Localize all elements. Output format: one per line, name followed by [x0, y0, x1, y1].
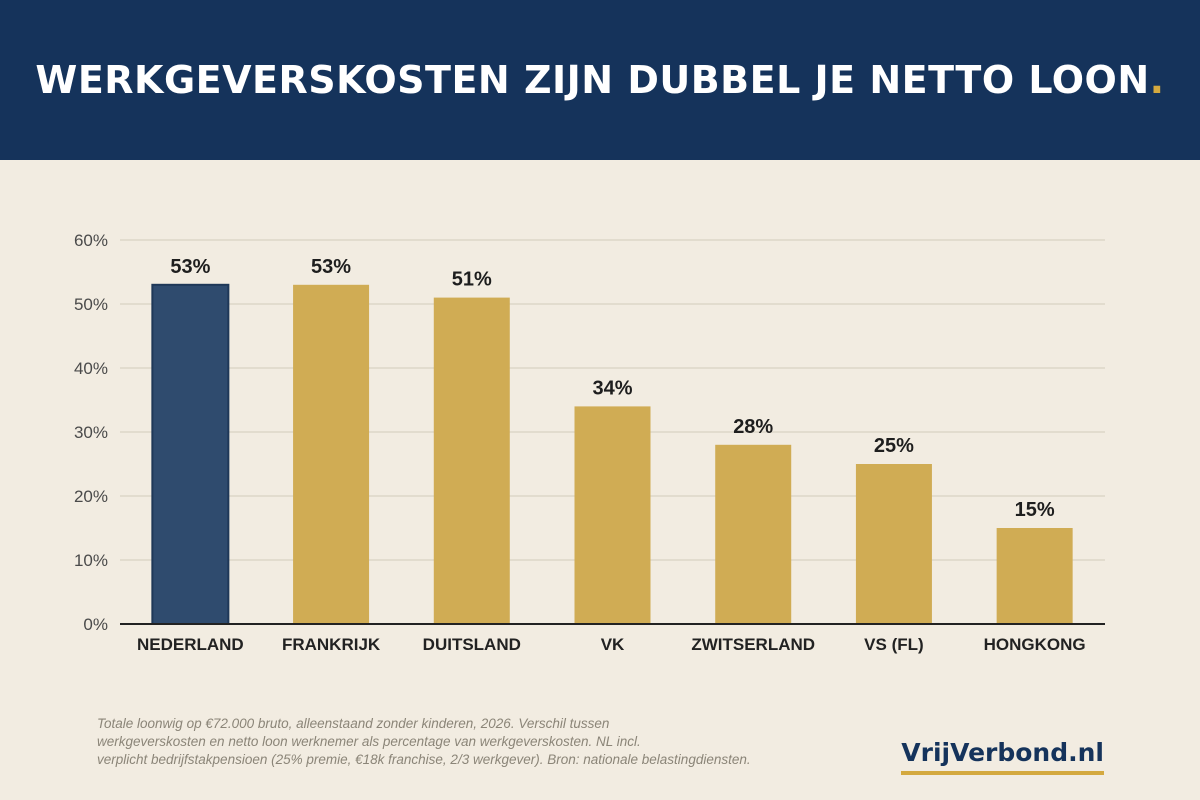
bar — [715, 444, 792, 624]
title-text: WERKGEVERSKOSTEN ZIJN DUBBEL JE NETTO LO… — [35, 58, 1150, 102]
data-label: 53% — [170, 256, 210, 278]
bar-chart: 0% 10% 20% 30% 40% 50% 60% 53% NEDERLAND 53% FRANK… — [74, 231, 1105, 654]
x-tick-label: NEDERLAND — [137, 635, 244, 654]
header-banner: WERKGEVERSKOSTEN ZIJN DUBBEL JE NETTO LO… — [0, 0, 1200, 160]
footnote-line-1: Totale loonwig op €72.000 bruto, alleens… — [97, 716, 610, 731]
page-title: WERKGEVERSKOSTEN ZIJN DUBBEL JE NETTO LO… — [35, 58, 1164, 102]
data-label: 15% — [1015, 499, 1055, 521]
bar — [855, 464, 932, 624]
bar — [574, 406, 651, 624]
chart-area: 0% 10% 20% 30% 40% 50% 60% 53% NEDERLAND 53% FRANK… — [0, 160, 1200, 700]
x-tick-label: ZWITSERLAND — [691, 635, 815, 654]
data-label: 51% — [452, 269, 492, 291]
y-tick-label: 20% — [74, 487, 108, 506]
data-label: 25% — [874, 435, 914, 457]
bar — [996, 528, 1073, 624]
x-tick-label: VS (FL) — [864, 635, 924, 654]
title-dot: . — [1149, 58, 1165, 102]
footnote-line-3: verplicht bedrijfstakpensioen (25% premi… — [97, 752, 751, 767]
y-tick-label: 40% — [74, 359, 108, 378]
x-tick-label: DUITSLAND — [423, 635, 521, 654]
y-tick-label: 50% — [74, 295, 108, 314]
x-tick-label: FRANKRIJK — [282, 635, 381, 654]
footnote: Totale loonwig op €72.000 bruto, alleens… — [97, 715, 817, 769]
x-tick-label: VK — [601, 635, 625, 654]
brand-text: VrijVerbond.nl — [901, 738, 1104, 775]
brand-logo: VrijVerbond.nl — [901, 738, 1104, 775]
data-label: 34% — [592, 377, 632, 399]
data-label: 53% — [311, 256, 351, 278]
y-tick-label: 60% — [74, 231, 108, 250]
bar — [433, 297, 510, 624]
y-tick-label: 0% — [83, 615, 108, 634]
footnote-line-2: werkgeverskosten en netto loon werknemer… — [97, 734, 641, 749]
x-tick-label: HONGKONG — [984, 635, 1086, 654]
y-tick-label: 10% — [74, 551, 108, 570]
bar — [151, 283, 230, 626]
bar — [293, 284, 370, 624]
y-tick-label: 30% — [74, 423, 108, 442]
data-label: 28% — [733, 416, 773, 438]
